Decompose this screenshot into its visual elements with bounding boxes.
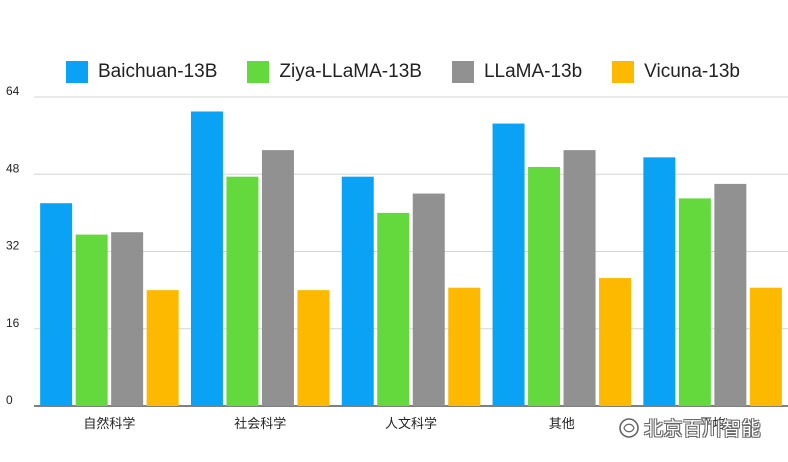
bar	[599, 278, 632, 406]
bar	[377, 212, 410, 406]
bar	[261, 150, 294, 406]
x-tick-label: 平均	[700, 417, 726, 432]
x-tick-label: 自然科学	[83, 416, 135, 432]
legend-label: Baichuan-13B	[98, 61, 218, 82]
legend-swatch	[66, 61, 88, 83]
y-tick-label: 32	[6, 239, 20, 253]
bar	[448, 287, 481, 406]
watermark: 北京百川智能	[618, 414, 761, 441]
bar	[111, 232, 144, 406]
bar	[643, 157, 676, 406]
watermark-text: 北京百川智能	[644, 418, 762, 440]
legend-item: Vicuna-13b	[612, 61, 740, 83]
bar	[714, 183, 747, 406]
bar	[749, 287, 782, 406]
bar	[226, 176, 259, 406]
bar	[297, 290, 330, 406]
x-tick-label: 社会科学	[234, 416, 286, 432]
x-tick-label: 人文科学	[385, 416, 437, 432]
bar	[528, 167, 561, 406]
wechat-channel-icon	[619, 417, 639, 438]
bar	[492, 123, 525, 406]
y-tick-label: 16	[6, 316, 20, 330]
y-tick-label: 0	[6, 393, 13, 407]
bar	[190, 111, 223, 406]
y-tick-label: 64	[6, 84, 20, 98]
legend-label: Ziya-LLaMA-13B	[279, 61, 422, 82]
legend-swatch	[451, 61, 474, 83]
bar	[40, 203, 73, 406]
legend-label: LLaMA-13b	[483, 61, 583, 82]
bar	[341, 176, 374, 406]
y-tick-label: 48	[6, 161, 20, 175]
bar	[563, 150, 596, 406]
legend-label: Vicuna-13b	[644, 61, 740, 82]
x-tick-label: 其他	[549, 417, 575, 432]
legend-swatch	[612, 61, 635, 83]
bar	[146, 290, 179, 406]
legend: Baichuan-13B Ziya-LLaMA-13B LLaMA-13b Vicun…	[66, 58, 770, 86]
legend-item: LLaMA-13b	[451, 61, 583, 83]
bar	[412, 193, 445, 406]
legend-item: Ziya-LLaMA-13B	[247, 61, 422, 83]
legend-swatch	[247, 61, 270, 83]
bar	[75, 234, 108, 406]
bar	[678, 198, 711, 406]
legend-item: Baichuan-13B	[66, 61, 217, 83]
